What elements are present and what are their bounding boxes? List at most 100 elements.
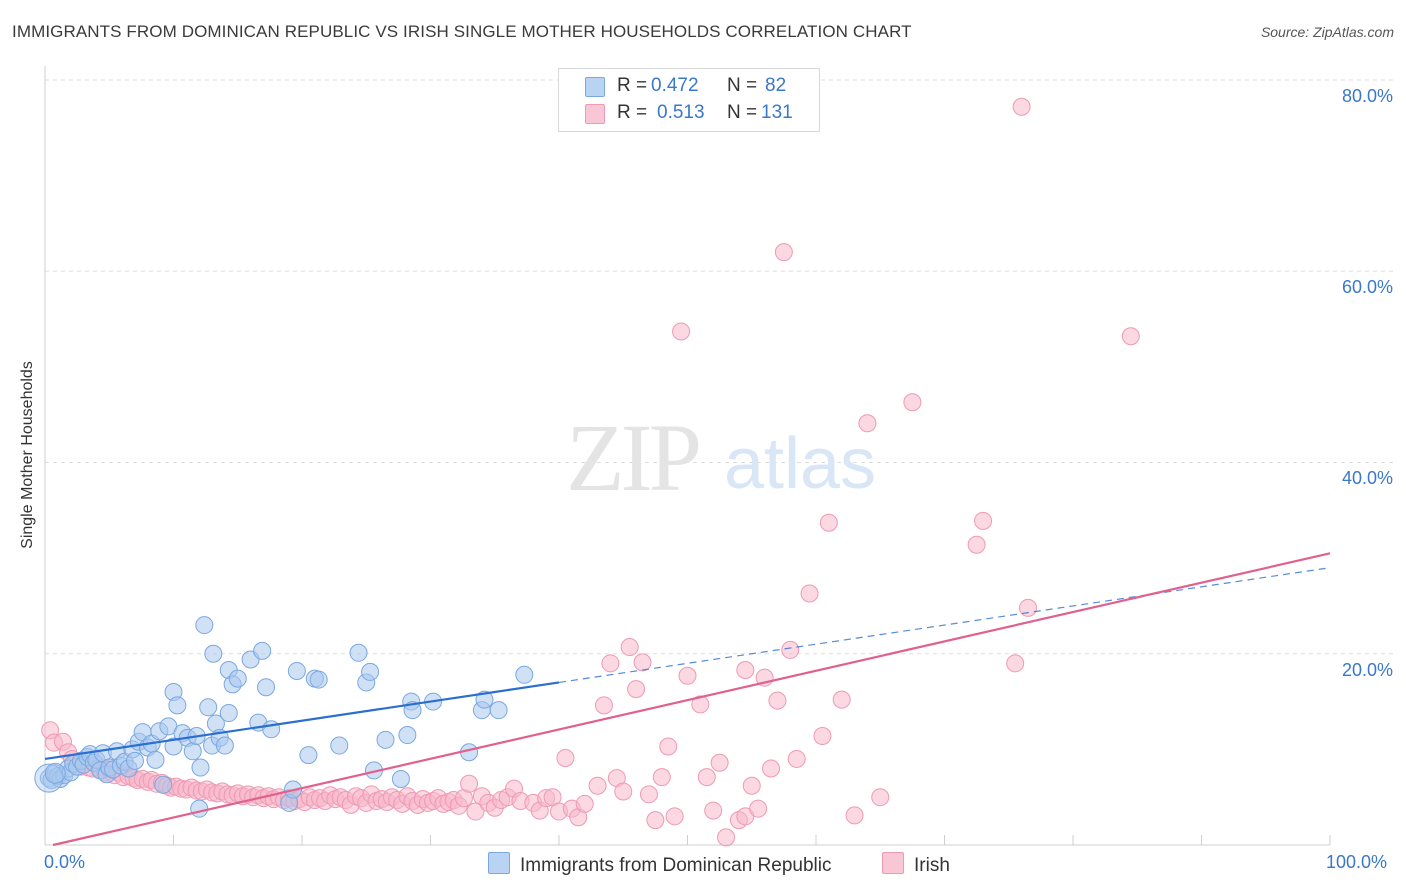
dominican-point — [228, 669, 247, 688]
dominican-point — [287, 661, 306, 680]
dominican-point — [199, 698, 218, 717]
irish-point — [736, 661, 755, 680]
irish-point — [858, 414, 877, 433]
dominican-point — [391, 770, 410, 789]
irish-point — [460, 774, 479, 793]
dominican-point — [257, 678, 276, 697]
legend-item-dominican: Immigrants from Dominican Republic — [488, 852, 832, 877]
irish-point — [774, 243, 793, 262]
irish-point — [588, 776, 607, 795]
irish-point — [819, 513, 838, 532]
legend-n-label: N = — [727, 75, 758, 96]
irish-point — [697, 768, 716, 787]
watermark-atlas: atlas — [724, 424, 876, 504]
y-tick-label-80: 80.0% — [1341, 86, 1393, 106]
irish-point — [787, 749, 806, 768]
irish-point — [903, 393, 922, 412]
irish-point — [1121, 327, 1140, 346]
legend-n-value: 131 — [761, 102, 793, 123]
irish-point — [832, 690, 851, 709]
irish-point — [633, 653, 652, 672]
dominican-point — [125, 751, 144, 770]
irish-point — [762, 759, 781, 778]
irish-point — [813, 726, 832, 745]
dominican-point — [349, 643, 368, 662]
irish-trend-line — [52, 552, 1331, 847]
irish-point — [556, 748, 575, 767]
legend-r-value: 0.472 — [651, 75, 699, 96]
irish-point — [652, 768, 671, 787]
irish-point — [800, 584, 819, 603]
dominican-trend-line — [44, 681, 560, 761]
dominican-point — [154, 775, 173, 794]
dominican-point — [475, 690, 494, 709]
irish-point — [742, 776, 761, 795]
dominican-point — [183, 742, 202, 761]
irish-point — [639, 785, 658, 804]
irish-point — [672, 322, 691, 341]
irish-point — [967, 535, 986, 554]
dominican-point — [191, 758, 210, 777]
dominican-point — [515, 665, 534, 684]
irish-point — [594, 696, 613, 715]
dominican-point — [309, 670, 328, 689]
irish-point — [601, 654, 620, 673]
irish-point — [1019, 598, 1038, 617]
y-tick-label-40: 40.0% — [1341, 468, 1393, 488]
legend-swatch-blue — [488, 852, 510, 874]
legend-r-label: R = — [617, 102, 648, 123]
legend-swatch-blue — [585, 77, 605, 97]
legend-swatch-pink — [882, 852, 904, 874]
dominican-point — [195, 616, 214, 635]
legend-n-value: 82 — [765, 75, 787, 96]
dominican-point — [376, 730, 395, 749]
dominican-point — [164, 737, 183, 756]
x-tick-label-max: 100.0% — [1326, 852, 1388, 872]
irish-point — [710, 753, 729, 772]
irish-point — [1012, 97, 1031, 116]
irish-point — [678, 666, 697, 685]
irish-point — [659, 737, 678, 756]
dominican-point — [219, 704, 238, 723]
irish-point — [768, 691, 787, 710]
legend-n-label: N = — [727, 102, 758, 123]
irish-point — [704, 801, 723, 820]
axes — [44, 66, 1331, 846]
dominican-point — [215, 736, 234, 755]
irish-point — [749, 799, 768, 818]
irish-point — [1006, 654, 1025, 673]
dominican-point — [330, 736, 349, 755]
dominican-point — [168, 696, 187, 715]
dominican-point — [190, 799, 209, 818]
dominican-point — [204, 644, 223, 663]
irish-point — [620, 638, 639, 657]
legend-r-value: 0.513 — [657, 102, 705, 123]
legend-item-irish: Irish — [882, 852, 950, 877]
dominican-point — [146, 750, 165, 769]
irish-points — [41, 97, 1140, 847]
dominican-trend-extension — [558, 567, 1331, 684]
dominican-point-large — [34, 763, 64, 793]
irish-point — [781, 640, 800, 659]
trend-lines — [44, 552, 1331, 847]
chart-title: IMMIGRANTS FROM DOMINICAN REPUBLIC VS IR… — [12, 22, 912, 41]
dominican-point — [253, 641, 272, 660]
legend-label-irish: Irish — [914, 855, 950, 876]
irish-point — [845, 806, 864, 825]
irish-point — [627, 680, 646, 699]
dominican-point — [489, 701, 508, 720]
watermark: ZIP atlas — [566, 404, 876, 511]
irish-point — [614, 782, 633, 801]
irish-point — [646, 811, 665, 830]
legend-r-label: R = — [617, 75, 648, 96]
y-tick-label-20: 20.0% — [1341, 660, 1393, 680]
irish-point — [717, 828, 736, 847]
x-tick-label-min: 0.0% — [44, 852, 86, 872]
irish-point — [871, 788, 890, 807]
irish-point — [466, 802, 485, 821]
dominican-points — [34, 616, 534, 818]
irish-point — [691, 695, 710, 714]
dominican-point-large — [44, 762, 66, 784]
dominican-point — [299, 746, 318, 765]
legend-swatch-pink — [585, 104, 605, 124]
